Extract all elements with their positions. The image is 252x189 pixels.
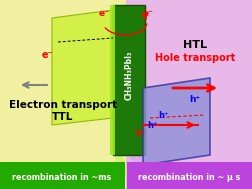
Polygon shape [52,10,113,125]
Text: e⁻: e⁻ [42,50,54,60]
Text: h⁺: h⁺ [190,95,201,105]
Polygon shape [115,155,128,175]
Polygon shape [143,78,210,165]
Text: h⁺: h⁺ [135,129,145,138]
Bar [127,162,252,189]
Bar [0,162,125,189]
Text: h⁺: h⁺ [147,121,157,129]
Text: recombination in ~ms: recombination in ~ms [12,173,112,181]
Bar [113,5,145,155]
Text: HTL: HTL [183,40,207,50]
Bar [126,0,252,189]
Text: CH₃NH₃PbI₃: CH₃NH₃PbI₃ [124,50,134,100]
Text: h⁺: h⁺ [158,111,168,119]
Text: Electron transport: Electron transport [9,100,117,110]
Text: TTL: TTL [52,112,74,122]
Text: e⁻: e⁻ [143,9,153,19]
Text: recombination in ~ μ s: recombination in ~ μ s [138,173,240,181]
Polygon shape [130,155,150,175]
Bar [110,5,115,155]
Text: Hole transport: Hole transport [155,53,235,63]
Text: e⁻: e⁻ [99,9,109,19]
